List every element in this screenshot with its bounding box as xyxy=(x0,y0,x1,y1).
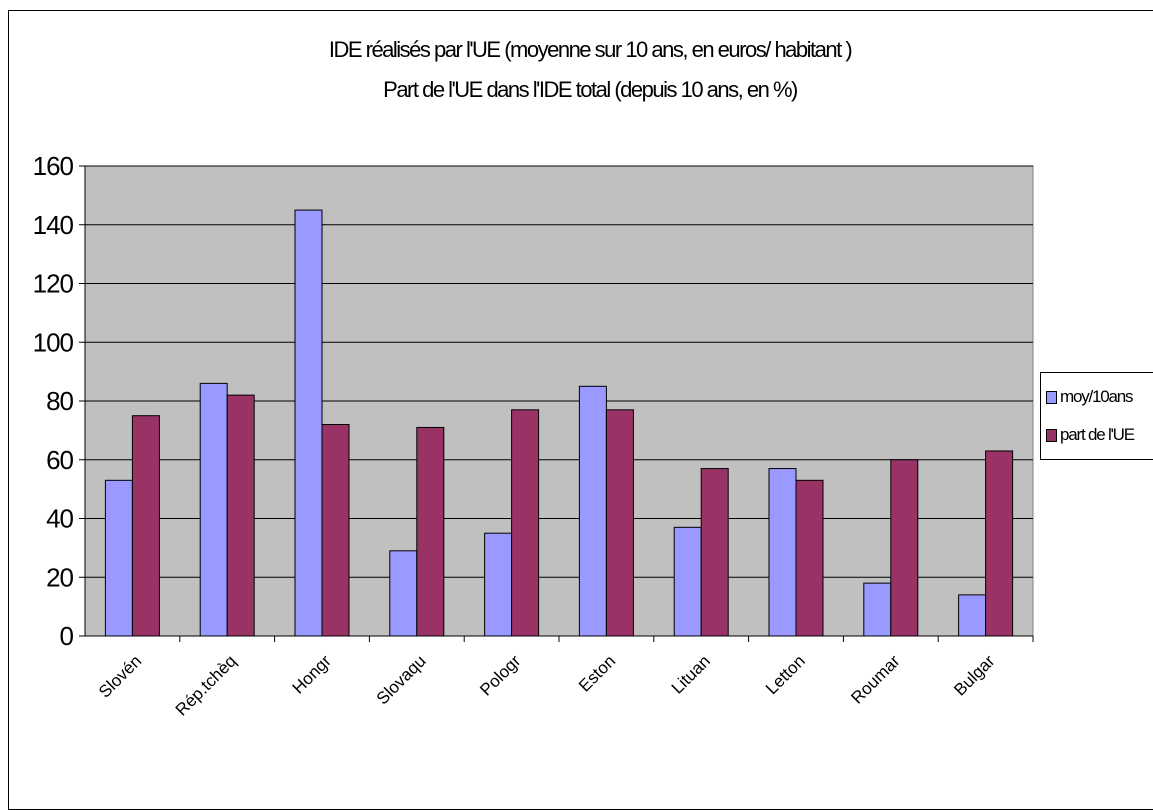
y-tick-label: 140 xyxy=(33,210,74,240)
x-tick-label: Hongr xyxy=(289,651,335,697)
bar-moy-10ans-6 xyxy=(578,385,607,637)
y-tick-label: 80 xyxy=(46,386,73,416)
x-tick-label: Pologr xyxy=(476,651,524,699)
x-tick-label: Slovaqu xyxy=(373,651,430,708)
bar-part-ue-8 xyxy=(795,479,824,637)
x-tick-label: Eston xyxy=(575,651,619,695)
x-tick-label: Letton xyxy=(762,651,809,698)
bar-part-ue-7 xyxy=(700,468,729,637)
bar-moy-10ans-1 xyxy=(104,479,133,637)
x-tick-label: Roumar xyxy=(847,651,903,707)
y-tick-label: 60 xyxy=(46,445,73,475)
axes xyxy=(79,165,1034,642)
bar-part-ue-6 xyxy=(605,409,634,637)
bars xyxy=(104,209,1014,637)
x-tick-label: Lituan xyxy=(668,651,714,697)
x-tick-labels: Slovén Rép.tchèq Hongr Slovaqu Pologr Eston Li… xyxy=(95,651,999,719)
legend: moy/10ans part de l'UE xyxy=(1040,372,1153,460)
y-tick-label: 40 xyxy=(46,504,73,534)
y-tick-labels: 0 20 40 60 80 100 120 140 160 xyxy=(33,151,75,651)
bar-part-ue-2 xyxy=(226,394,255,637)
bar-moy-10ans-3 xyxy=(294,209,323,637)
bar-part-ue-9 xyxy=(890,459,919,637)
chart-title: IDE réalisés par l'UE (moyenne sur 10 an… xyxy=(328,37,853,62)
bar-moy-10ans-4 xyxy=(389,550,418,637)
legend-label-series-1: moy/10ans xyxy=(1060,387,1134,406)
bar-part-ue-5 xyxy=(511,409,540,637)
y-tick-label: 160 xyxy=(33,151,74,181)
chart-subtitle: Part de l'UE dans l'IDE total (depuis 10… xyxy=(383,77,798,102)
bar-moy-10ans-2 xyxy=(199,382,228,637)
y-tick-label: 100 xyxy=(33,327,74,357)
bar-part-ue-3 xyxy=(321,424,350,637)
x-tick-label: Rép.tchèq xyxy=(172,651,240,719)
legend-swatch-series-1 xyxy=(1046,391,1057,405)
bar-moy-10ans-5 xyxy=(484,532,513,637)
bar-part-ue-1 xyxy=(131,415,160,637)
legend-item-series-2: part de l'UE xyxy=(1046,425,1135,445)
legend-label-series-2: part de l'UE xyxy=(1060,425,1135,444)
x-tick-label: Slovén xyxy=(95,651,145,701)
legend-swatch-series-2 xyxy=(1046,429,1057,443)
bar-part-ue-10 xyxy=(985,450,1014,637)
x-tick-label: Bulgar xyxy=(950,651,998,699)
bar-part-ue-4 xyxy=(416,426,445,637)
y-tick-label: 0 xyxy=(60,621,74,651)
bar-moy-10ans-7 xyxy=(673,526,702,637)
bar-moy-10ans-10 xyxy=(958,594,987,637)
legend-item-series-1: moy/10ans xyxy=(1046,387,1134,407)
y-tick-label: 20 xyxy=(46,562,73,592)
bar-chart: 0 20 40 60 80 100 120 140 160 Slovén Rép.tchèq Hon… xyxy=(33,151,1034,720)
bar-moy-10ans-9 xyxy=(863,582,892,637)
y-tick-label: 120 xyxy=(33,269,74,299)
bar-moy-10ans-8 xyxy=(768,468,797,637)
